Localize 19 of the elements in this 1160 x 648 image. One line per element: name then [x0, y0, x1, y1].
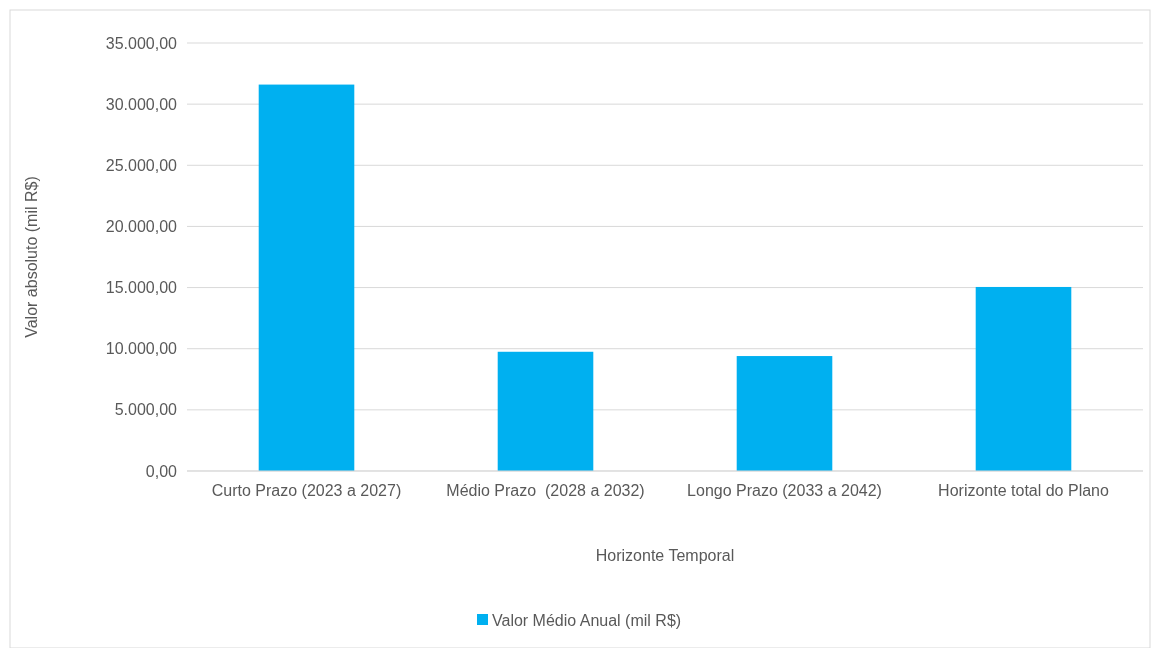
y-tick-label: 35.000,00 — [105, 34, 178, 52]
y-tick-label: 25.000,00 — [105, 156, 178, 174]
legend-label: Valor Médio Anual (mil R$) — [492, 611, 682, 629]
y-axis-title: Valor absoluto (mil R$) — [23, 176, 40, 338]
bar — [258, 84, 355, 471]
x-tick-label: Horizonte total do Plano — [938, 482, 1109, 499]
y-tick-label: 20.000,00 — [105, 218, 178, 236]
bar — [736, 356, 833, 471]
y-tick-label: 15.000,00 — [105, 279, 178, 297]
x-tick-label: Longo Prazo (2033 a 2042) — [687, 482, 882, 499]
y-tick-label: 5.000,00 — [114, 401, 178, 419]
x-tick-label: Médio Prazo (2028 a 2032) — [446, 482, 645, 499]
y-tick-label: 30.000,00 — [105, 95, 178, 113]
x-axis-title: Horizonte Temporal — [595, 547, 735, 564]
bar — [497, 351, 594, 471]
bar — [975, 286, 1072, 471]
y-tick-label: 0,00 — [145, 462, 178, 480]
x-tick-label: Curto Prazo (2023 a 2027) — [211, 482, 402, 499]
y-tick-label: 10.000,00 — [105, 340, 178, 358]
